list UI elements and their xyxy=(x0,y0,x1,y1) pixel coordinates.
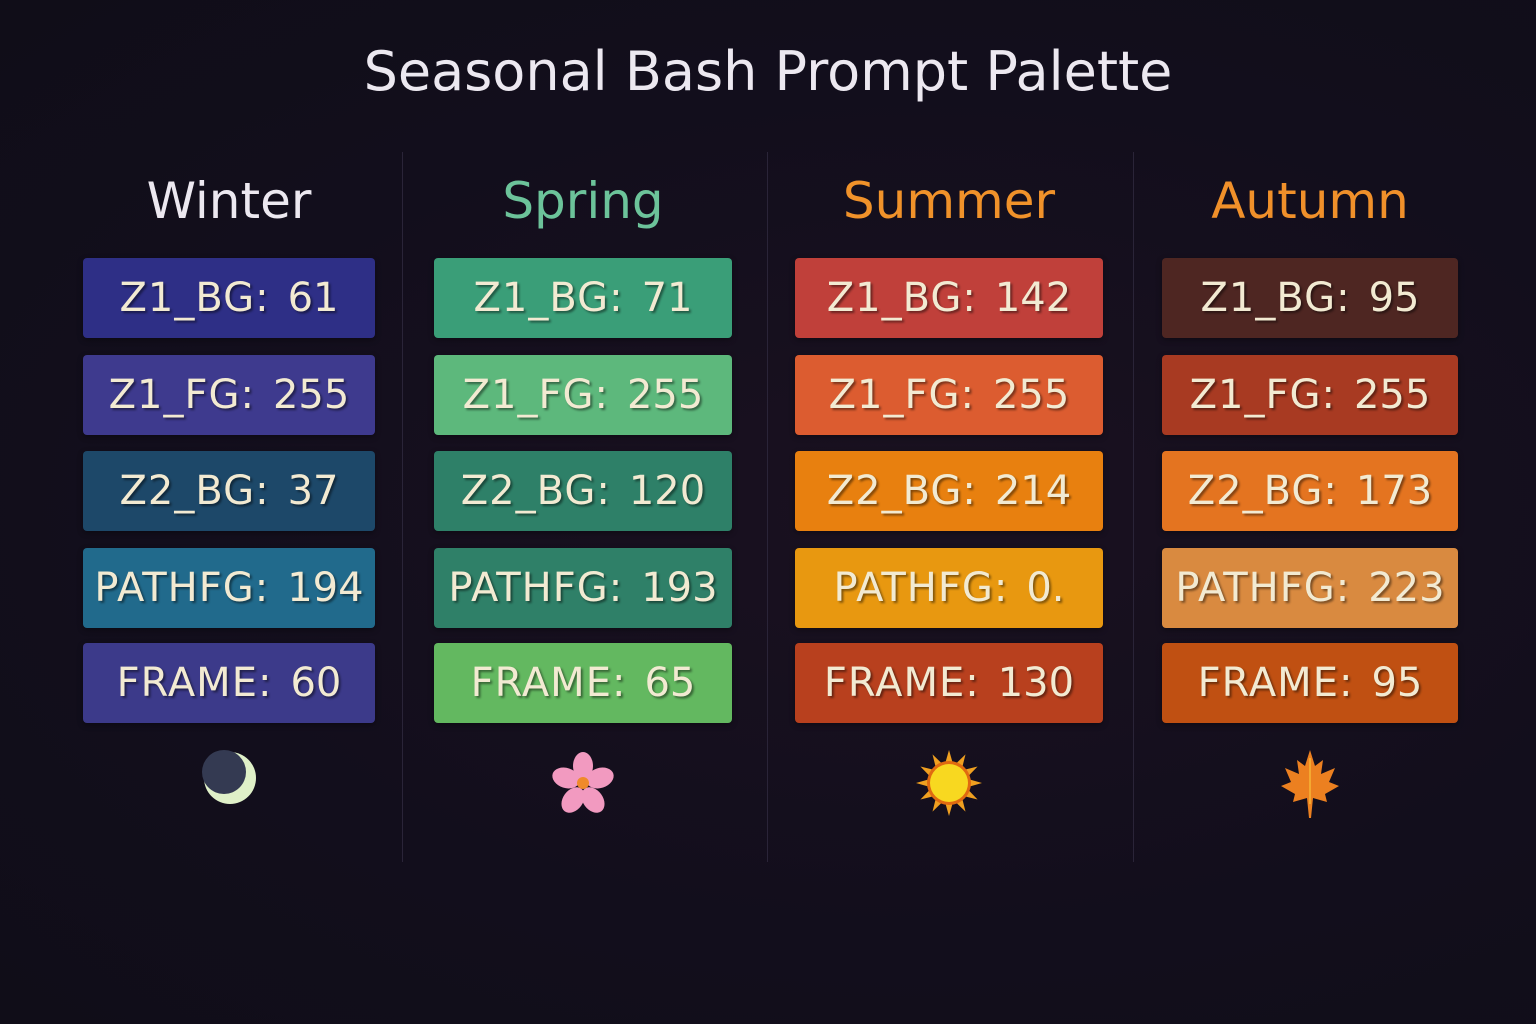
swatch-label: Z2_BG: xyxy=(1187,468,1338,514)
swatch-label: FRAME: xyxy=(1197,660,1354,706)
swatch-value: 142 xyxy=(994,275,1072,321)
swatch-label: FRAME: xyxy=(823,660,980,706)
crescent-moon-icon xyxy=(194,748,264,818)
page-title: Seasonal Bash Prompt Palette xyxy=(363,40,1173,103)
column-divider xyxy=(1133,152,1134,862)
color-swatch: Z1_FG: 255 xyxy=(1162,355,1458,435)
color-swatch: FRAME: 95 xyxy=(1162,643,1458,723)
swatch-label: Z1_BG: xyxy=(1200,275,1351,321)
season-heading: Spring xyxy=(502,172,664,230)
season-heading: Summer xyxy=(842,172,1056,230)
swatch-value: 95 xyxy=(1371,660,1423,706)
swatch-label: Z1_BG: xyxy=(826,275,977,321)
swatch-value: 214 xyxy=(994,468,1072,514)
swatch-label: PATHFG: xyxy=(94,565,270,611)
swatch-label: PATHFG: xyxy=(833,565,1009,611)
swatch-value: 255 xyxy=(1353,372,1431,418)
swatch-value: 193 xyxy=(641,565,718,611)
swatch-label: FRAME: xyxy=(470,660,627,706)
color-swatch: PATHFG: 193 xyxy=(434,548,732,628)
color-swatch: Z2_BG: 120 xyxy=(434,451,732,531)
season-heading: Winter xyxy=(146,172,312,230)
color-swatch: Z1_BG: 71 xyxy=(434,258,732,338)
color-swatch: Z2_BG: 37 xyxy=(83,451,375,531)
swatch-label: Z1_FG: xyxy=(828,372,975,418)
swatch-label: Z1_FG: xyxy=(1189,372,1336,418)
swatch-value: 37 xyxy=(287,468,339,514)
swatch-value: 71 xyxy=(641,275,693,321)
swatch-value: 173 xyxy=(1355,468,1433,514)
swatch-label: PATHFG: xyxy=(1175,565,1351,611)
color-swatch: Z2_BG: 173 xyxy=(1162,451,1458,531)
color-swatch: PATHFG: 223 xyxy=(1162,548,1458,628)
swatch-value: 255 xyxy=(626,372,704,418)
swatch-label: FRAME: xyxy=(116,660,273,706)
color-swatch: Z1_FG: 255 xyxy=(434,355,732,435)
color-swatch: Z1_BG: 142 xyxy=(795,258,1103,338)
season-heading: Autumn xyxy=(1211,172,1409,230)
maple-leaf-icon xyxy=(1275,748,1345,818)
swatch-label: Z2_BG: xyxy=(826,468,977,514)
swatch-value: 255 xyxy=(992,372,1070,418)
swatch-label: Z1_BG: xyxy=(473,275,624,321)
color-swatch: Z1_BG: 95 xyxy=(1162,258,1458,338)
swatch-label: Z2_BG: xyxy=(119,468,270,514)
swatch-value: 65 xyxy=(644,660,696,706)
swatch-value: 60 xyxy=(290,660,342,706)
color-swatch: Z1_FG: 255 xyxy=(795,355,1103,435)
swatch-value: 194 xyxy=(287,565,364,611)
color-swatch: FRAME: 130 xyxy=(795,643,1103,723)
swatch-value: 95 xyxy=(1368,275,1420,321)
swatch-label: Z1_BG: xyxy=(119,275,270,321)
color-swatch: Z2_BG: 214 xyxy=(795,451,1103,531)
sun-icon xyxy=(914,748,984,818)
swatch-label: Z1_FG: xyxy=(462,372,609,418)
color-swatch: Z1_FG: 255 xyxy=(83,355,375,435)
column-divider xyxy=(767,152,768,862)
color-swatch: PATHFG: 0. xyxy=(795,548,1103,628)
color-swatch: FRAME: 65 xyxy=(434,643,732,723)
color-swatch: PATHFG: 194 xyxy=(83,548,375,628)
swatch-value: 0. xyxy=(1026,565,1065,611)
swatch-label: Z2_BG: xyxy=(460,468,611,514)
column-divider xyxy=(402,152,403,862)
swatch-value: 255 xyxy=(272,372,350,418)
swatch-value: 120 xyxy=(628,468,706,514)
color-swatch: FRAME: 60 xyxy=(83,643,375,723)
swatch-label: Z1_FG: xyxy=(108,372,255,418)
color-swatch: Z1_BG: 61 xyxy=(83,258,375,338)
swatch-value: 130 xyxy=(997,660,1075,706)
swatch-value: 223 xyxy=(1368,565,1445,611)
swatch-value: 61 xyxy=(287,275,339,321)
cherry-blossom-icon xyxy=(548,748,618,818)
swatch-label: PATHFG: xyxy=(448,565,624,611)
